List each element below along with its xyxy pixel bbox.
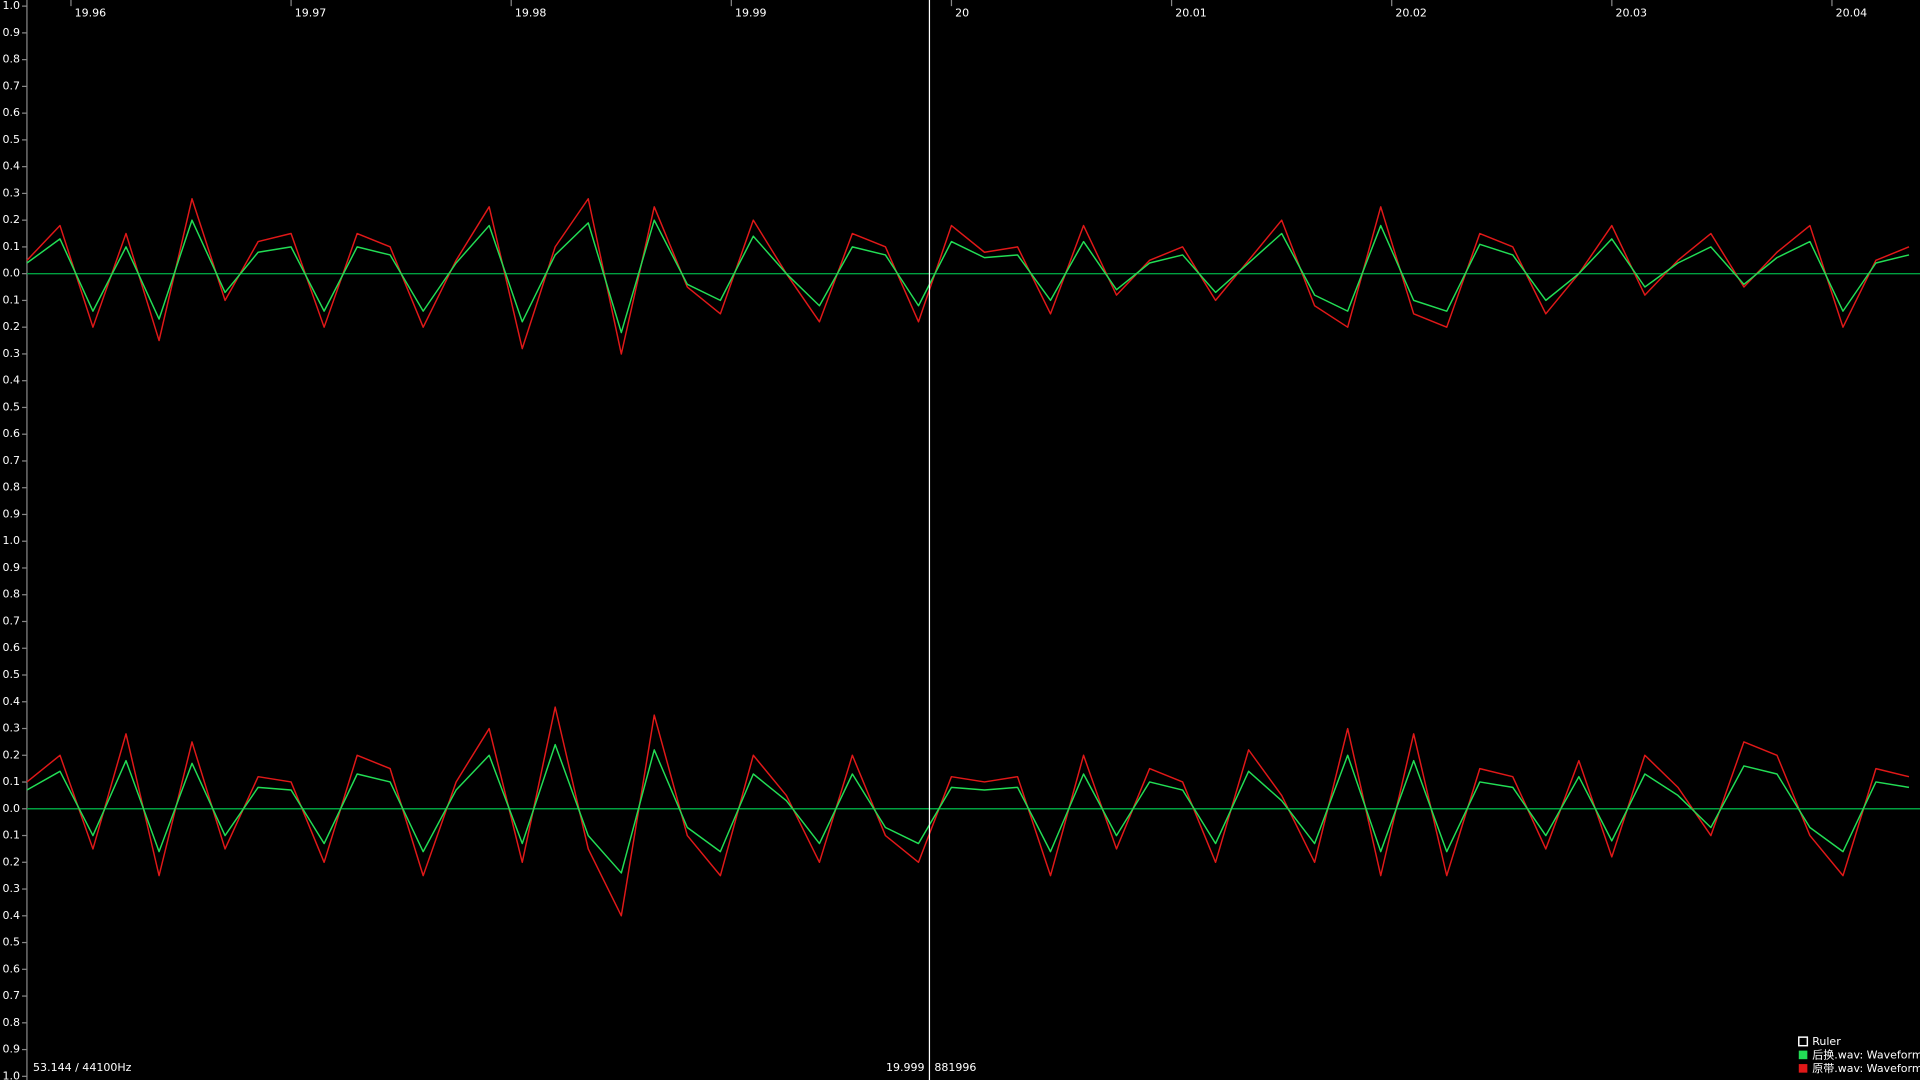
- legend-label: 原带.wav: Waveform: [1812, 1062, 1920, 1075]
- y-tick-label: 0.2: [2, 320, 20, 333]
- y-tick-label: 0.0: [2, 267, 20, 280]
- cursor-time: 19.999: [886, 1061, 925, 1074]
- y-tick-label: 0.6: [2, 962, 20, 975]
- y-tick-label: 0.9: [2, 561, 20, 574]
- y-tick-label: 0.7: [2, 989, 20, 1002]
- y-tick-label: 0.3: [2, 347, 20, 360]
- y-tick-label: 1.0: [2, 0, 20, 12]
- legend-swatch: [1798, 1036, 1809, 1047]
- x-tick-label: 20.04: [1836, 6, 1868, 19]
- y-tick-label: 0.2: [2, 213, 20, 226]
- x-tick-label: 19.97: [295, 6, 327, 19]
- y-tick-label: 0.8: [2, 53, 20, 66]
- y-tick-label: 0.5: [2, 936, 20, 949]
- x-tick-label: 19.99: [735, 6, 767, 19]
- y-tick-label: 0.9: [2, 26, 20, 39]
- y-tick-label: 0.6: [2, 106, 20, 119]
- y-tick-label: 0.1: [2, 240, 20, 253]
- y-tick-label: 0.4: [2, 374, 20, 387]
- y-tick-label: 0.8: [2, 481, 20, 494]
- cursor-frame: 881996: [934, 1061, 976, 1074]
- y-tick-label: 0.7: [2, 79, 20, 92]
- zoom-label: 53.144 / 44100Hz: [33, 1061, 132, 1074]
- y-tick-label: 0.4: [2, 909, 20, 922]
- x-tick-label: 20.02: [1395, 6, 1427, 19]
- y-tick-label: 0.3: [2, 186, 20, 199]
- y-tick-label: 0.5: [2, 400, 20, 413]
- waveform: [26, 219, 1910, 334]
- y-tick-label: 0.1: [2, 829, 20, 842]
- x-tick-label: 19.98: [515, 6, 547, 19]
- waveform: [26, 743, 1910, 874]
- y-tick-label: 0.4: [2, 695, 20, 708]
- legend-label: 后换.wav: Waveform: [1812, 1048, 1920, 1062]
- legend-label: Ruler: [1812, 1035, 1841, 1048]
- y-tick-label: 0.3: [2, 722, 20, 735]
- x-tick-label: 20.01: [1175, 6, 1207, 19]
- x-tick-label: 20.03: [1616, 6, 1648, 19]
- y-tick-label: 0.9: [2, 507, 20, 520]
- y-tick-label: 0.6: [2, 427, 20, 440]
- y-tick-label: 0.1: [2, 293, 20, 306]
- y-tick-label: 0.5: [2, 668, 20, 681]
- legend-swatch: [1798, 1064, 1808, 1073]
- x-tick-label: 20: [955, 6, 969, 19]
- y-tick-label: 0.8: [2, 588, 20, 601]
- y-tick-label: 0.4: [2, 160, 20, 173]
- x-tick-label: 19.96: [75, 6, 107, 19]
- y-tick-label: 0.8: [2, 1016, 20, 1029]
- y-tick-label: 0.7: [2, 454, 20, 467]
- y-tick-label: 1.0: [2, 534, 20, 547]
- y-tick-label: 0.9: [2, 1043, 20, 1056]
- y-tick-label: 0.5: [2, 133, 20, 146]
- y-tick-label: 1.0: [2, 1069, 20, 1080]
- y-tick-label: 0.2: [2, 855, 20, 868]
- y-tick-label: 0.2: [2, 748, 20, 761]
- y-tick-label: 0.6: [2, 641, 20, 654]
- y-tick-label: 0.1: [2, 775, 20, 788]
- legend-swatch: [1798, 1050, 1808, 1060]
- y-tick-label: 0.0: [2, 802, 20, 815]
- y-tick-label: 0.7: [2, 614, 20, 627]
- y-tick-label: 0.3: [2, 882, 20, 895]
